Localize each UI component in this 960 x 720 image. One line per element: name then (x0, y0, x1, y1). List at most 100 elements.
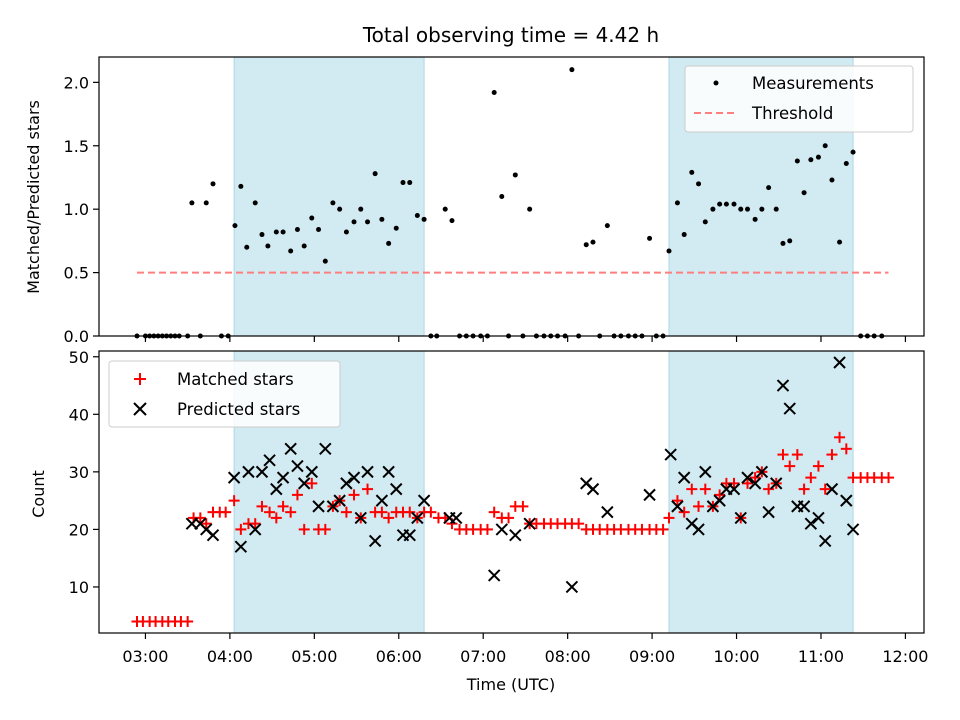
measurement-point-11 (189, 200, 195, 206)
measurement-point-14 (210, 181, 216, 187)
measurement-point-65 (569, 67, 575, 73)
matched-point-25 (298, 523, 310, 535)
matched-point-98 (812, 460, 824, 472)
xtick-label-1: 04:00 (207, 647, 253, 666)
predicted-point-11 (276, 471, 290, 484)
bottom-x-ticks: 03:00 04:00 05:00 06:00 07:00 08:00 09:00 10:00… (122, 633, 928, 666)
matched-point-22 (277, 500, 289, 512)
matched-point-82 (699, 483, 711, 495)
matched-point-52 (488, 506, 500, 518)
measurement-point-26 (294, 226, 300, 232)
predicted-point-53 (734, 511, 747, 525)
matched-point-31 (340, 506, 352, 518)
predicted-point-69 (846, 523, 860, 536)
top-legend: Measurements Threshold (684, 65, 914, 133)
x-axis-label: Time (UTC) (466, 675, 555, 694)
predicted-point-63 (804, 517, 818, 530)
predicted-point-29 (403, 528, 416, 542)
predicted-point-30 (411, 511, 424, 525)
predicted-point-67 (833, 356, 846, 369)
measurement-point-97 (794, 158, 800, 164)
matched-point-24 (291, 489, 303, 501)
legend-label-threshold: Threshold (751, 104, 833, 123)
bottom-legend-box (108, 360, 341, 428)
measurement-point-19 (244, 244, 250, 250)
measurement-point-28 (309, 215, 315, 221)
measurement-point-81 (681, 232, 687, 238)
matched-point-11 (200, 518, 212, 530)
predicted-point-45 (677, 471, 691, 484)
measurement-point-98 (801, 190, 807, 196)
matched-point-94 (784, 460, 796, 472)
predicted-point-23 (361, 465, 374, 479)
bottom-axes-frame (98, 350, 925, 634)
measurement-point-13 (203, 200, 209, 206)
top-shade-interval-0 (233, 56, 425, 337)
matched-point-23 (285, 506, 297, 518)
predicted-point-36 (509, 528, 522, 542)
predicted-point-66 (825, 482, 839, 496)
measurement-point-31 (330, 200, 336, 206)
predicted-point-14 (297, 477, 311, 490)
top-ytick-label-2: 1.0 (64, 200, 89, 219)
matched-point-79 (678, 506, 690, 518)
matched-point-86 (728, 477, 740, 489)
matched-point-26 (306, 477, 318, 489)
measurement-point-84 (702, 219, 708, 225)
xtick-label-6: 09:00 (629, 647, 675, 666)
measurement-point-22 (265, 243, 271, 249)
measurement-point-99 (808, 157, 814, 163)
predicted-point-21 (347, 471, 361, 484)
predicted-point-33 (449, 511, 463, 525)
top-legend-box (684, 65, 914, 133)
measurement-point-47 (442, 206, 448, 212)
xtick-label-4: 07:00 (460, 647, 506, 666)
matched-point-81 (693, 500, 705, 512)
measurement-point-39 (386, 240, 392, 246)
predicted-point-56 (755, 465, 769, 479)
measurement-point-96 (787, 238, 793, 244)
top-y-ticks: 0.0 0.5 1.0 1.5 2.0 (64, 73, 99, 346)
bottom-shade-interval-1 (668, 350, 854, 634)
predicted-point-48 (699, 465, 712, 479)
measurement-point-41 (400, 180, 406, 186)
measurement-point-25 (288, 248, 294, 254)
top-y-axis-label: Matched/Predicted stars (24, 100, 43, 294)
matched-point-51 (481, 523, 493, 535)
measurement-point-33 (343, 229, 349, 235)
measurement-point-93 (766, 185, 772, 191)
measurement-point-34 (351, 219, 357, 225)
measurement-point-59 (527, 206, 533, 212)
predicted-point-52 (727, 482, 741, 496)
measurement-point-76 (647, 235, 653, 241)
top-x-ticks (144, 336, 907, 342)
xtick-label-0: 03:00 (122, 647, 168, 666)
measurement-point-30 (322, 258, 328, 264)
measurement-point-55 (499, 194, 505, 199)
predicted-point-40 (586, 482, 600, 496)
bottom-panel: 10 20 30 40 50 03:00 04:00 05:00 06:00 07:00 08:0… (29, 348, 928, 694)
predicted-point-59 (776, 379, 790, 392)
predicted-point-8 (255, 465, 269, 479)
top-ytick-label-1: 0.5 (64, 264, 89, 283)
predicted-point-60 (783, 402, 796, 415)
predicted-point-22 (354, 511, 367, 525)
matched-point-76 (657, 523, 669, 535)
measurement-point-83 (696, 181, 702, 187)
measurement-point-92 (759, 206, 765, 212)
matched-legend-marker (134, 373, 146, 385)
matched-point-80 (686, 483, 698, 495)
predicted-point-41 (601, 505, 614, 519)
count-points (131, 356, 895, 627)
matched-point-102 (840, 443, 852, 455)
predicted-point-3 (206, 528, 220, 542)
top-axes-frame (98, 56, 925, 337)
measurement-point-91 (752, 216, 758, 222)
matched-point-36 (376, 506, 388, 518)
measurement-point-82 (689, 169, 695, 175)
predicted-point-47 (692, 523, 705, 536)
measurement-point-67 (583, 242, 589, 248)
top-ytick-label-3: 1.5 (64, 137, 89, 156)
predicted-point-34 (487, 569, 501, 582)
